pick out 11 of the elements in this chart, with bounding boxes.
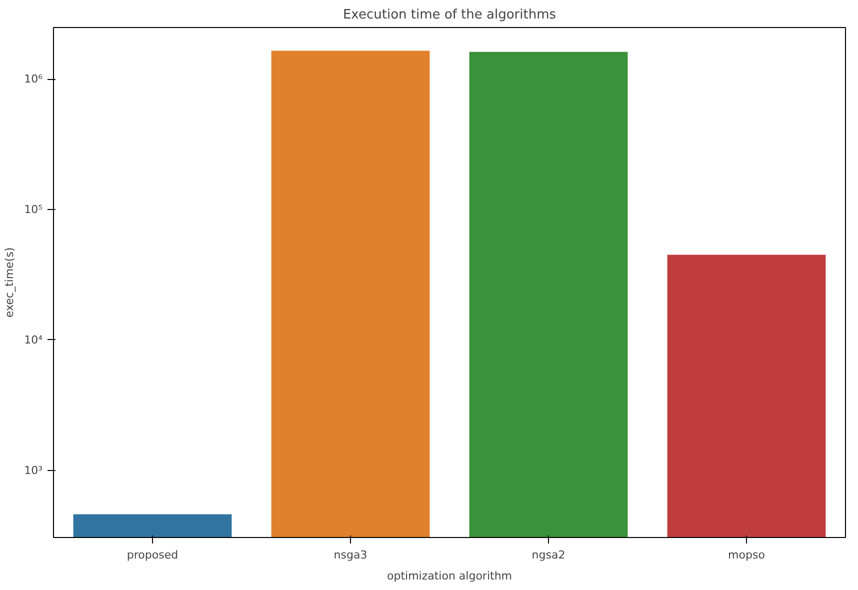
x-tick-label: ngsa2 bbox=[532, 548, 566, 562]
y-axis-title: exec_time(s) bbox=[3, 247, 16, 318]
x-tick-label: nsga3 bbox=[334, 548, 368, 562]
y-tick-label: 10⁴ bbox=[24, 333, 44, 346]
y-tick-label: 10³ bbox=[24, 464, 43, 477]
x-tick-label: mopso bbox=[728, 548, 766, 562]
x-axis-title: optimization algorithm bbox=[386, 570, 512, 582]
y-tick-label: 10⁶ bbox=[24, 72, 44, 86]
x-tick-label: proposed bbox=[126, 548, 178, 562]
chart-title: Execution time of the algorithms bbox=[342, 8, 556, 22]
y-tick-label: 10⁵ bbox=[24, 203, 43, 216]
